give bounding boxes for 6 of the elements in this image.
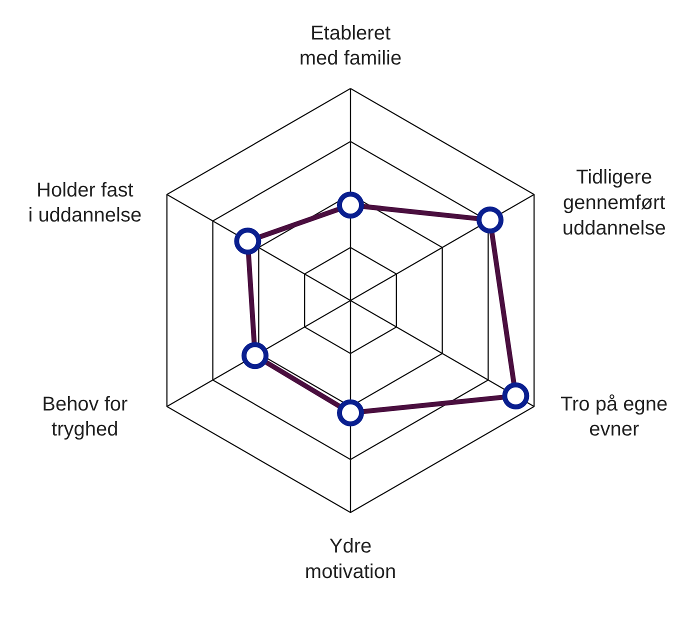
spoke-label: Holder fast i uddannelse [28,179,142,227]
spoke-label: Behov for tryghed [42,393,128,441]
spoke-label: Tidligere gennemført uddannelse [562,166,666,240]
spoke-label: Etableret med familie [299,22,402,70]
spoke-label: Ydre motivation [304,535,396,583]
spoke-label: Tro på egne evner [560,393,668,441]
